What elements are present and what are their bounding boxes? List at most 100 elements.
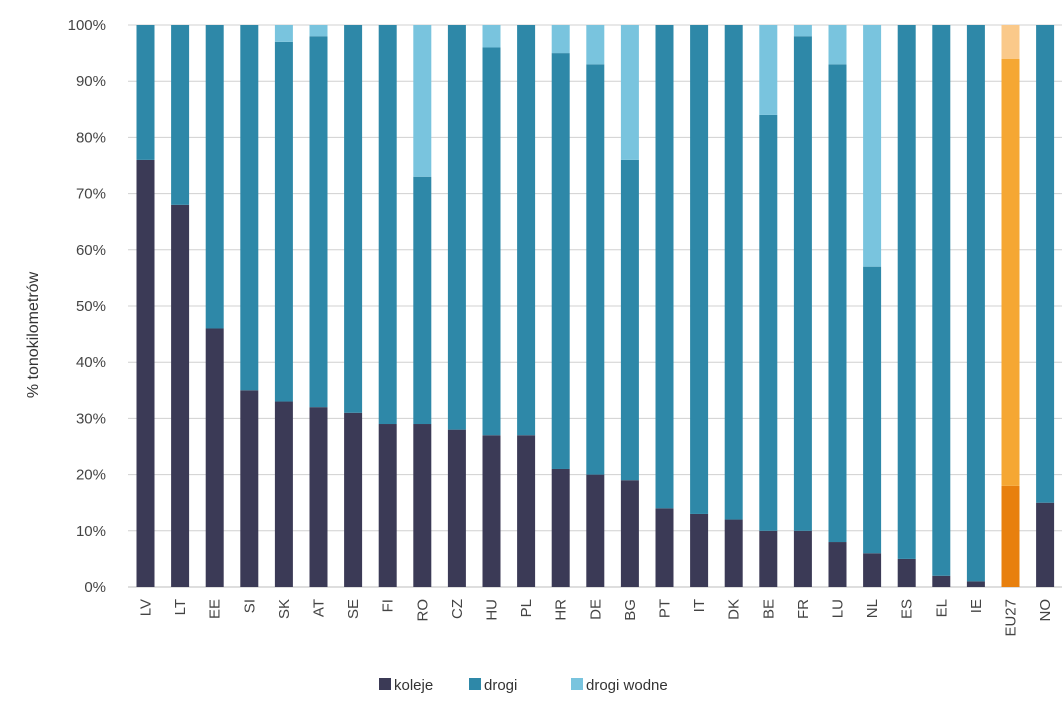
bar-koleje-dk xyxy=(724,519,743,587)
x-tick-label: PL xyxy=(518,599,535,617)
bar-drogi-wodne-hu xyxy=(482,25,501,48)
bar-koleje-be xyxy=(759,530,778,587)
bar-drogi-eu27 xyxy=(1001,58,1020,486)
bar-drogi-el xyxy=(932,25,951,576)
bar-drogi-be xyxy=(759,114,778,531)
bar-koleje-hr xyxy=(551,468,570,587)
bar-koleje-el xyxy=(932,575,951,587)
x-tick-label: FR xyxy=(795,599,812,619)
bar-koleje-hu xyxy=(482,435,501,587)
bar-drogi-hr xyxy=(551,53,570,469)
x-tick-label: IE xyxy=(968,599,985,613)
bar-drogi-lu xyxy=(828,64,847,543)
bar-koleje-de xyxy=(586,474,605,587)
y-tick-label: 80% xyxy=(76,129,106,146)
bar-drogi-fr xyxy=(793,36,812,531)
x-tick-label: CZ xyxy=(449,599,466,619)
bar-koleje-sk xyxy=(274,401,293,587)
bar-drogi-wodne-ro xyxy=(413,25,432,177)
x-tick-label: ES xyxy=(899,599,916,619)
bar-koleje-eu27 xyxy=(1001,485,1020,587)
legend-swatch-koleje xyxy=(379,678,391,690)
bar-koleje-pt xyxy=(655,508,674,587)
x-tick-label: FI xyxy=(380,599,397,612)
bars xyxy=(136,25,1055,587)
x-tick-label: IT xyxy=(691,599,708,612)
x-tick-label: RO xyxy=(414,599,431,622)
bar-drogi-ro xyxy=(413,176,432,425)
bar-drogi-wodne-eu27 xyxy=(1001,25,1020,59)
x-tick-label: SI xyxy=(241,599,258,613)
bar-koleje-at xyxy=(309,407,328,587)
legend-swatch-drogi-wodne xyxy=(571,678,583,690)
legend-swatch-drogi xyxy=(469,678,481,690)
y-tick-label: 0% xyxy=(84,579,106,596)
y-axis-ticks: 0% 10% 20% 30% 40% 50% 60% 70% 80% 90% 100% xyxy=(68,17,106,596)
x-tick-label: DK xyxy=(726,599,743,620)
bar-koleje-bg xyxy=(620,480,639,587)
bar-drogi-es xyxy=(897,25,916,559)
bar-koleje-ro xyxy=(413,424,432,587)
x-tick-label: LU xyxy=(830,599,847,618)
x-tick-label: EL xyxy=(933,599,950,617)
bar-koleje-pl xyxy=(517,435,536,587)
bar-drogi-bg xyxy=(620,159,639,481)
bar-drogi-lt xyxy=(171,25,190,205)
x-axis-ticks: LV LT EE SI SK AT SE FI RO CZ HU PL HR DE BG PT IT DK BE FR… xyxy=(138,599,1055,637)
y-axis-title: % tonokilometrów xyxy=(25,271,42,398)
bar-drogi-lv xyxy=(136,25,155,160)
bar-drogi-it xyxy=(690,25,709,514)
bar-drogi-ie xyxy=(966,25,985,582)
bar-drogi-no xyxy=(1036,25,1055,503)
bar-drogi-se xyxy=(344,25,363,413)
x-tick-label: HU xyxy=(484,599,501,621)
legend-label-koleje: koleje xyxy=(394,677,433,694)
y-tick-label: 90% xyxy=(76,73,106,90)
bar-drogi-wodne-at xyxy=(309,25,328,37)
bar-koleje-si xyxy=(240,390,259,587)
bar-koleje-lv xyxy=(136,159,155,587)
bar-drogi-pt xyxy=(655,25,674,509)
bar-drogi-pl xyxy=(517,25,536,436)
bar-koleje-cz xyxy=(447,429,466,587)
bar-koleje-ee xyxy=(205,328,224,587)
legend-label-drogi-wodne: drogi wodne xyxy=(586,677,668,694)
bar-drogi-wodne-be xyxy=(759,25,778,115)
x-tick-label: PT xyxy=(657,599,674,618)
x-tick-label: SE xyxy=(345,599,362,619)
bar-drogi-ee xyxy=(205,25,224,329)
bar-koleje-lt xyxy=(171,204,190,587)
bar-koleje-fr xyxy=(793,530,812,587)
bar-drogi-dk xyxy=(724,25,743,520)
x-tick-label: EE xyxy=(207,599,224,619)
x-tick-label: BG xyxy=(622,599,639,621)
y-tick-label: 70% xyxy=(76,186,106,203)
bar-koleje-se xyxy=(344,412,363,587)
bar-drogi-wodne-lu xyxy=(828,25,847,65)
bar-drogi-fi xyxy=(378,25,397,425)
bar-koleje-nl xyxy=(863,553,882,587)
bar-drogi-wodne-sk xyxy=(274,25,293,42)
bar-drogi-wodne-de xyxy=(586,25,605,65)
legend-label-drogi: drogi xyxy=(484,677,517,694)
bar-drogi-wodne-hr xyxy=(551,25,570,54)
legend: koleje drogi drogi wodne xyxy=(379,677,668,694)
y-tick-label: 60% xyxy=(76,242,106,259)
bar-drogi-cz xyxy=(447,25,466,430)
bar-koleje-no xyxy=(1036,502,1055,587)
bar-drogi-sk xyxy=(274,41,293,402)
x-tick-label: SK xyxy=(276,599,293,619)
bar-koleje-lu xyxy=(828,542,847,587)
y-tick-label: 40% xyxy=(76,354,106,371)
y-tick-label: 100% xyxy=(68,17,106,34)
bar-drogi-at xyxy=(309,36,328,408)
bar-drogi-de xyxy=(586,64,605,475)
bar-drogi-wodne-bg xyxy=(620,25,639,160)
bar-drogi-nl xyxy=(863,266,882,554)
y-tick-label: 50% xyxy=(76,298,106,315)
bar-drogi-si xyxy=(240,25,259,391)
x-tick-label: HR xyxy=(553,599,570,621)
bar-koleje-ie xyxy=(966,581,985,587)
x-tick-label: EU27 xyxy=(1003,599,1020,637)
